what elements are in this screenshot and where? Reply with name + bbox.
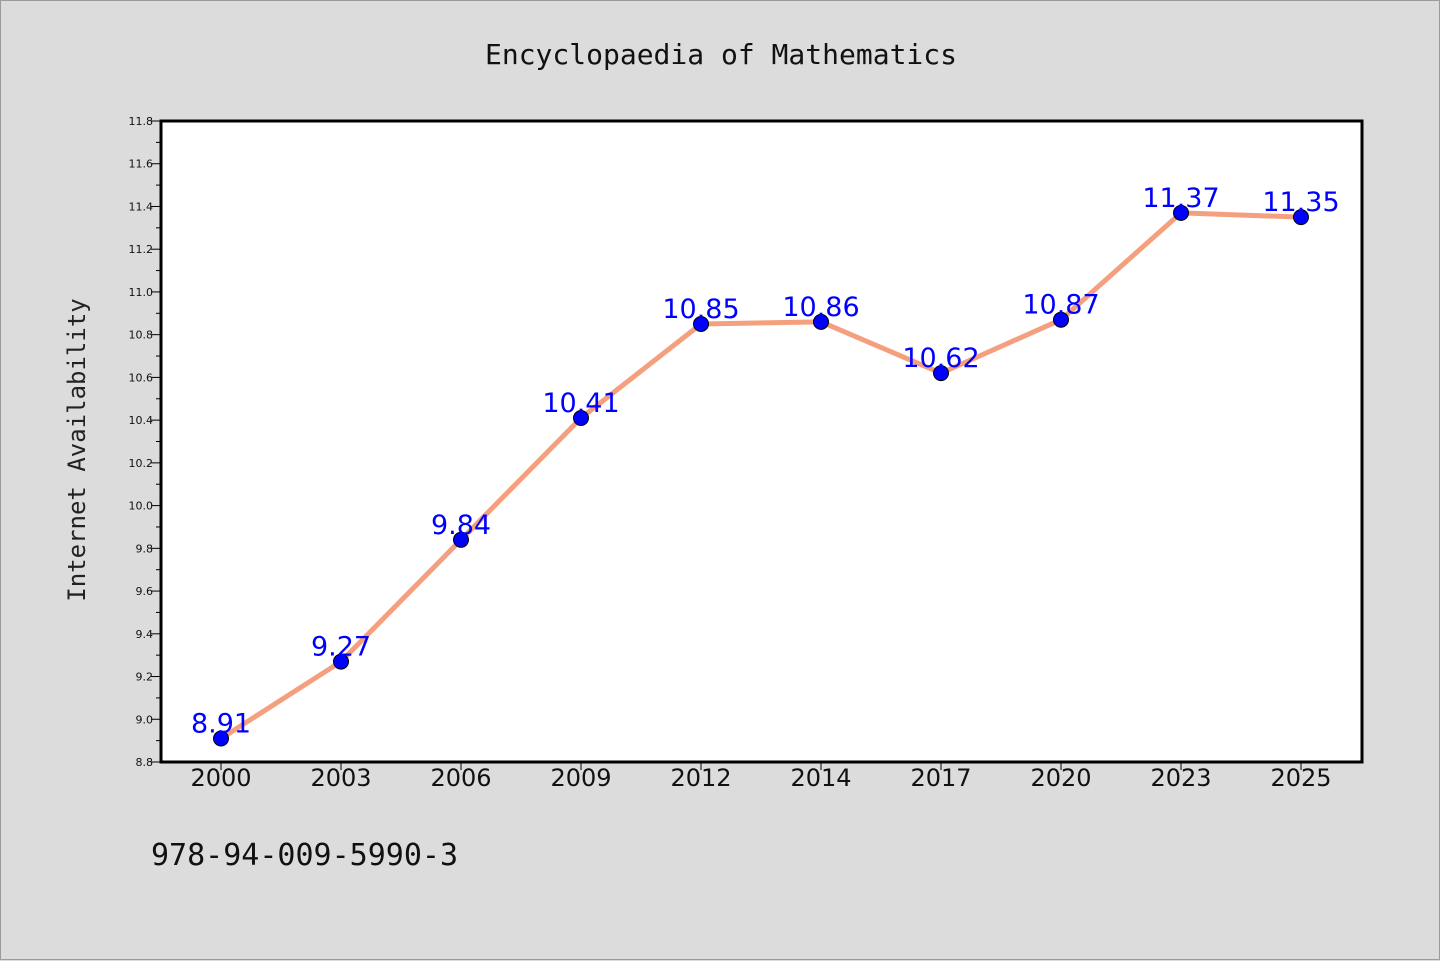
- x-tick-label: 2000: [190, 764, 251, 792]
- y-tick-label: 11.4: [129, 200, 154, 213]
- data-label: 9.84: [431, 510, 491, 541]
- x-tick-label: 2009: [550, 764, 611, 792]
- y-tick-label: 9.8: [136, 542, 154, 555]
- y-tick-label: 10.2: [129, 457, 154, 470]
- data-label: 8.91: [191, 708, 251, 739]
- footnote-isbn: 978-94-009-5990-3: [151, 838, 458, 873]
- data-label: 11.37: [1142, 183, 1219, 214]
- series-line: [218, 210, 1304, 741]
- y-tick-label: 11.0: [129, 286, 154, 299]
- data-point: [693, 315, 709, 332]
- y-axis-label: Internet Availability: [63, 298, 91, 601]
- data-label: 9.27: [311, 632, 371, 663]
- x-tick-label: 2012: [670, 764, 731, 792]
- y-tick-label: 10.0: [129, 500, 154, 513]
- data-point: [333, 653, 349, 670]
- y-tick-label: 9.0: [136, 713, 154, 726]
- x-tick-label: 2020: [1030, 764, 1091, 792]
- data-labels: 8.91 9.27 9.84 10.41 10.85 10.86 10.62 10.87 11.…: [191, 183, 1340, 740]
- data-point: [1173, 204, 1189, 221]
- data-point: [573, 409, 589, 426]
- x-tick-label: 2025: [1270, 764, 1331, 792]
- y-tick-label: 11.2: [129, 243, 154, 256]
- data-label: 10.87: [1022, 290, 1099, 321]
- y-tick-label: 10.4: [129, 414, 154, 427]
- y-tick-label: 10.8: [129, 329, 154, 342]
- x-tick-label: 2003: [310, 764, 371, 792]
- x-tick-label: 2014: [790, 764, 851, 792]
- data-label: 10.86: [782, 292, 859, 323]
- y-tick-label: 11.8: [129, 115, 154, 128]
- x-tick-label: 2006: [430, 764, 491, 792]
- y-tick-label: 9.2: [136, 671, 154, 684]
- y-tick-label: 11.6: [129, 158, 154, 171]
- data-point: [1293, 209, 1309, 226]
- x-tick-label: 2017: [910, 764, 971, 792]
- data-point: [813, 313, 829, 330]
- data-label: 10.41: [542, 388, 619, 419]
- data-point: [1053, 311, 1069, 328]
- x-tick-label: 2023: [1150, 764, 1211, 792]
- x-axis: 2000 2003 2006 2009 2012 2014 2017 2020 2023 2025: [190, 762, 1332, 792]
- data-point: [213, 730, 229, 747]
- chart-title: Encyclopaedia of Mathematics: [485, 38, 957, 71]
- y-tick-label: 10.6: [129, 371, 154, 384]
- data-label: 10.85: [662, 294, 739, 325]
- y-axis: 8.8 9.0 9.2 9.4 9.6 9.8 10.0 10.2 10.4 10.6 10.8 11…: [129, 115, 161, 769]
- y-tick-label: 9.6: [136, 585, 154, 598]
- data-label: 10.62: [902, 343, 979, 374]
- y-tick-label: 9.4: [136, 628, 154, 641]
- data-point: [453, 531, 469, 548]
- series-group: [213, 204, 1309, 747]
- data-label: 11.35: [1262, 187, 1339, 218]
- data-point: [933, 365, 949, 382]
- y-tick-label: 8.8: [136, 756, 154, 769]
